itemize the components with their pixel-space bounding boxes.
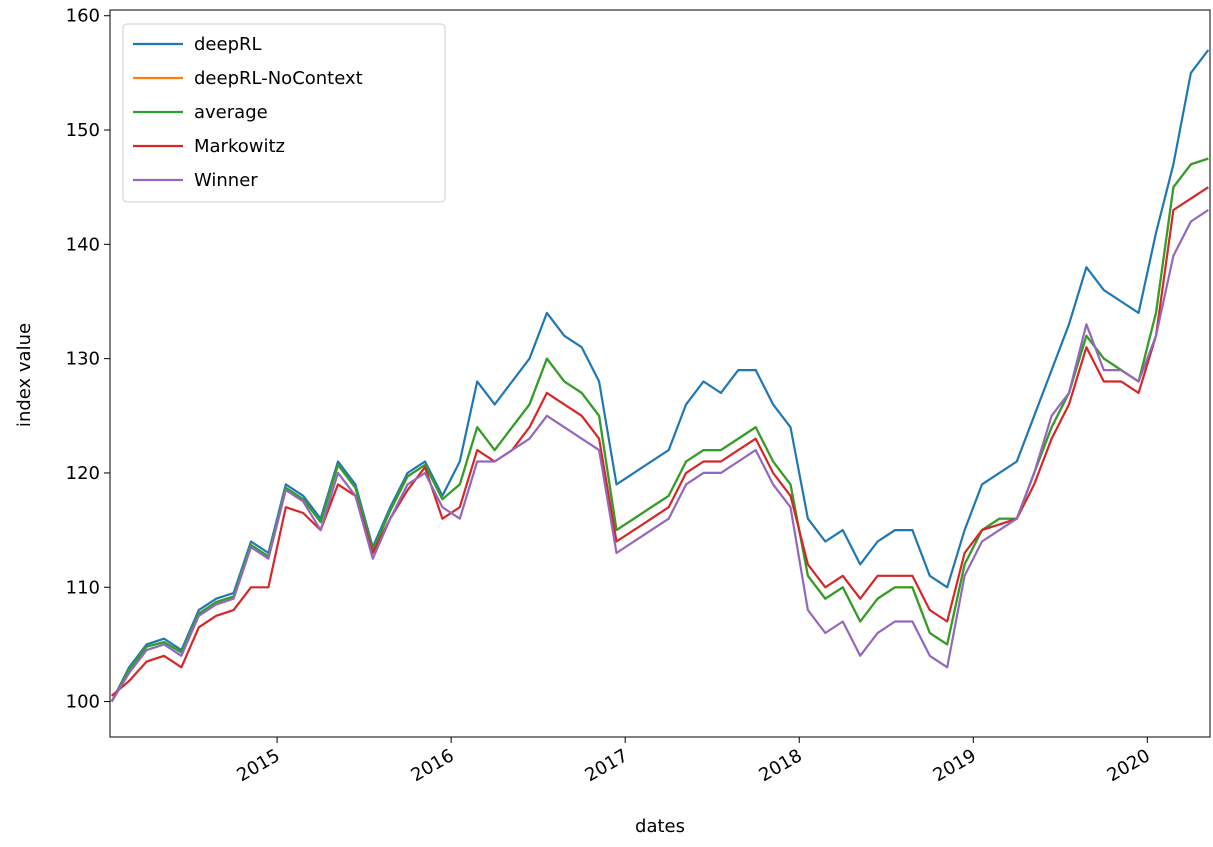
y-tick-label: 150: [66, 120, 100, 141]
legend-label: average: [194, 102, 268, 123]
y-tick-label: 130: [66, 349, 100, 370]
y-tick-label: 140: [66, 234, 100, 255]
legend-label: Winner: [194, 170, 258, 191]
legend-label: deepRL: [194, 34, 262, 55]
legend-label: deepRL-NoContext: [194, 68, 363, 89]
x-tick-label: 2016: [407, 745, 457, 786]
plot-frame: [109, 9, 1211, 738]
series-line: [110, 157, 1209, 703]
y-tick-label: 120: [66, 463, 100, 484]
y-tick-label: 100: [66, 692, 100, 713]
series-line: [110, 209, 1209, 703]
series-line: [110, 49, 1210, 703]
x-tick-label: 2017: [582, 745, 632, 786]
x-tick-label: 2020: [1104, 745, 1154, 786]
x-tick-label: 2019: [930, 745, 980, 786]
y-axis-label: index value: [14, 323, 35, 427]
y-tick-label: 110: [66, 577, 100, 598]
x-tick-label: 2018: [756, 745, 806, 786]
legend-label: Markowitz: [194, 136, 285, 157]
legend-box: [122, 23, 446, 203]
y-tick-label: 160: [66, 6, 100, 27]
series-line: [110, 186, 1209, 697]
x-tick-label: 2015: [233, 745, 283, 786]
x-axis-label: dates: [635, 816, 685, 837]
series-line: [110, 157, 1209, 703]
